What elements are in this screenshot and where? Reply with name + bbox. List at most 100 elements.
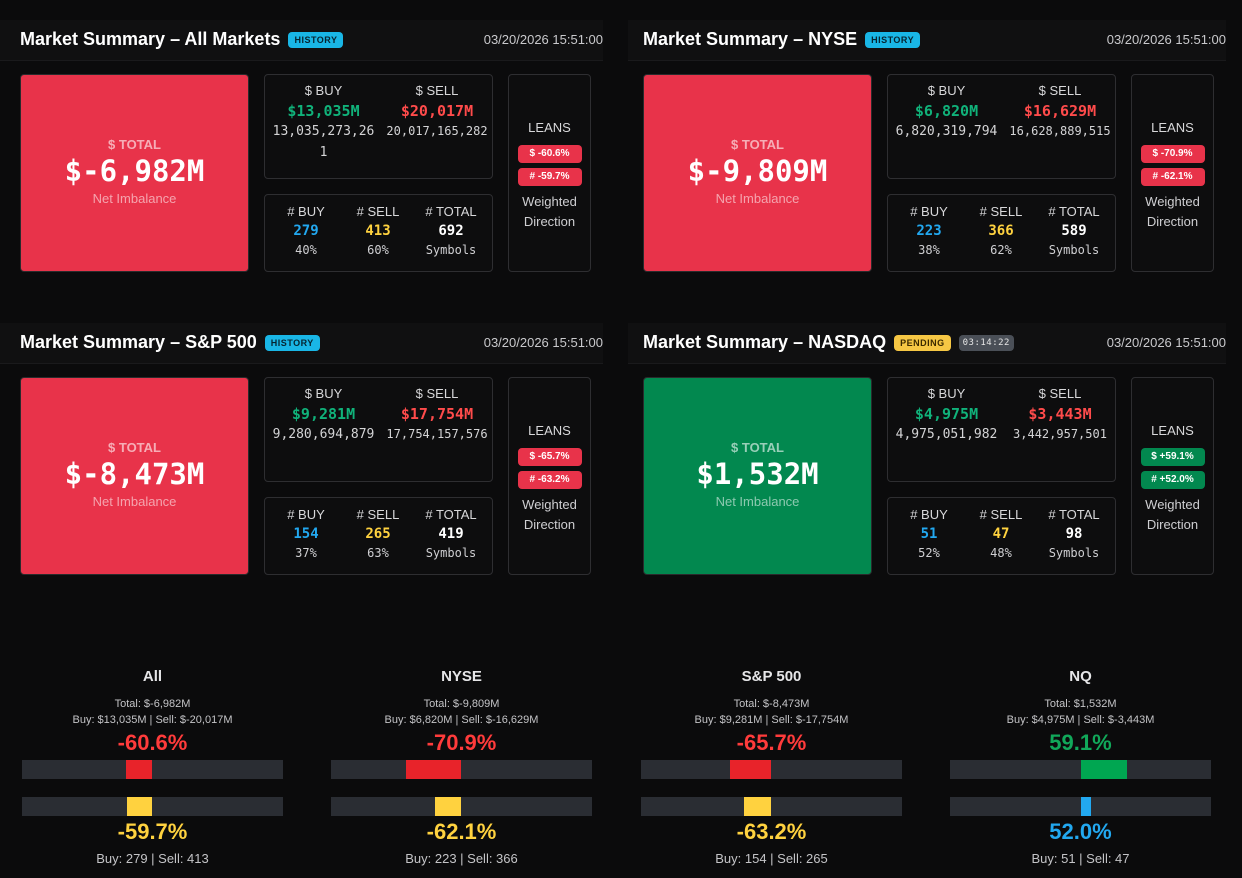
count-lean-fill [744, 797, 772, 816]
dollar-box: $ BUY $13,035M 13,035,273,261 $ SELL $20… [264, 74, 493, 179]
count-lean-pill: # +52.0% [1140, 471, 1205, 489]
dollar-sell-raw: 20,017,165,282 [386, 124, 488, 138]
summary-counts: Buy: 154 | Sell: 265 [715, 851, 828, 866]
dollar-box: $ BUY $6,820M 6,820,319,794 $ SELL $16,6… [887, 74, 1116, 179]
timestamp: 03/20/2026 15:51:00 [483, 32, 603, 47]
count-lean-fill [126, 797, 153, 816]
total-tile: $ TOTAL $-6,982M Net Imbalance [20, 74, 249, 272]
total-label: $ TOTAL [108, 440, 161, 455]
count-lean-bar [641, 797, 902, 816]
leans-box: LEANS $ -65.7% # -63.2% Weighted Directi… [508, 377, 591, 575]
summary-all: All Total: $-6,982M Buy: $13,035M | Sell… [22, 668, 283, 866]
count-buy-col: # BUY 279 40% [265, 204, 347, 257]
symbols-label: Symbols [425, 243, 477, 257]
total-tile: $ TOTAL $-9,809M Net Imbalance [643, 74, 872, 272]
summary-nyse: NYSE Total: $-9,809M Buy: $6,820M | Sell… [331, 668, 592, 866]
count-buy-value: 223 [916, 223, 942, 239]
dollar-lean-fill [125, 760, 153, 779]
dollar-lean-pill: $ -60.6% [517, 145, 582, 163]
leans-box: LEANS $ -60.6% # -59.7% Weighted Directi… [508, 74, 591, 272]
summary-sp500: S&P 500 Total: $-8,473M Buy: $9,281M | S… [641, 668, 902, 866]
count-buy-pct: 37% [295, 546, 317, 560]
panel-title-text: Market Summary – S&P 500 [20, 332, 257, 352]
count-total-label: # TOTAL [425, 204, 477, 219]
count-total-col: # TOTAL 692 Symbols [410, 204, 492, 257]
panel-title: Market Summary – S&P 500 HISTORY [20, 332, 320, 353]
dollar-sell-label: $ SELL [415, 83, 459, 98]
total-label: $ TOTAL [731, 137, 784, 152]
count-buy-label: # BUY [910, 204, 948, 219]
dollar-sell-label: $ SELL [1038, 83, 1082, 98]
count-sell-col: # SELL 47 48% [960, 507, 1042, 560]
dollar-sell-col: $ SELL $3,443M 3,442,957,501 [1005, 386, 1115, 444]
count-buy-pct: 38% [918, 243, 940, 257]
count-sell-value: 47 [992, 526, 1010, 542]
count-buy-value: 154 [293, 526, 319, 542]
count-buy-col: # BUY 154 37% [265, 507, 347, 560]
total-value: $1,532M [696, 457, 819, 491]
panel-title-text: Market Summary – NASDAQ [643, 332, 887, 352]
net-imbalance-label: Net Imbalance [715, 191, 800, 206]
panel-title-text: Market Summary – NYSE [643, 29, 858, 49]
summary-total: Total: $-9,809M [423, 698, 500, 710]
count-lean-pill: # -59.7% [517, 168, 582, 186]
total-tile: $ TOTAL $1,532M Net Imbalance [643, 377, 872, 575]
total-value: $-8,473M [64, 457, 205, 491]
count-total-col: # TOTAL 589 Symbols [1033, 204, 1115, 257]
dollar-lean-bar [22, 760, 283, 779]
count-sell-value: 265 [365, 526, 391, 542]
count-total-value: 98 [1065, 526, 1083, 542]
timestamp: 03/20/2026 15:51:00 [1106, 32, 1226, 47]
dollar-sell-label: $ SELL [415, 386, 459, 401]
dollar-lean-bar [950, 760, 1211, 779]
leans-label: LEANS [1151, 423, 1194, 438]
count-total-value: 692 [438, 223, 464, 239]
count-sell-pct: 48% [990, 546, 1012, 560]
dollar-sell-raw: 16,628,889,515 [1009, 124, 1111, 138]
count-total-value: 419 [438, 526, 464, 542]
leans-label: LEANS [528, 423, 571, 438]
weighted-direction-label: Weighted Direction [1145, 194, 1200, 229]
leans-box: LEANS $ -70.9% # -62.1% Weighted Directi… [1131, 74, 1214, 272]
summary-total: Total: $-6,982M [114, 698, 191, 710]
pending-badge[interactable]: PENDING [894, 334, 951, 351]
count-buy-value: 279 [293, 223, 319, 239]
count-total-value: 589 [1061, 223, 1087, 239]
history-badge[interactable]: HISTORY [264, 334, 320, 351]
count-lean-pill: # -62.1% [1140, 168, 1205, 186]
count-sell-label: # SELL [356, 204, 400, 219]
count-lean-bar [22, 797, 283, 816]
dollar-buy-value: $4,975M [914, 405, 979, 423]
count-sell-label: # SELL [979, 507, 1023, 522]
count-box: # BUY 51 52% # SELL 47 48% # TOTAL 98 Sy… [887, 497, 1116, 575]
history-badge[interactable]: HISTORY [865, 31, 921, 48]
dollar-sell-label: $ SELL [1038, 386, 1082, 401]
count-box: # BUY 154 37% # SELL 265 63% # TOTAL 419… [264, 497, 493, 575]
dollar-sell-raw: 3,442,957,501 [1013, 427, 1107, 441]
dollar-sell-value: $17,754M [400, 405, 474, 423]
summary-count-pct: 52.0% [1049, 819, 1112, 844]
countdown-timer: 03:14:22 [958, 334, 1014, 351]
dollar-buy-value: $6,820M [914, 102, 979, 120]
timestamp: 03/20/2026 15:51:00 [483, 335, 603, 350]
count-buy-col: # BUY 223 38% [888, 204, 970, 257]
net-imbalance-label: Net Imbalance [715, 494, 800, 509]
panel-sp500: Market Summary – S&P 500 HISTORY 03/20/2… [0, 323, 603, 593]
summary-dollar-pct: 59.1% [1049, 730, 1112, 755]
count-buy-value: 51 [920, 526, 938, 542]
dollar-lean-fill [730, 760, 772, 779]
history-badge[interactable]: HISTORY [288, 31, 344, 48]
dollar-sell-col: $ SELL $16,629M 16,628,889,515 [1005, 83, 1115, 141]
count-buy-label: # BUY [287, 507, 325, 522]
dollar-buy-col: $ BUY $4,975M 4,975,051,982 [888, 386, 1005, 445]
summary-nq: NQ Total: $1,532M Buy: $4,975M | Sell: $… [950, 668, 1211, 866]
dollar-buy-raw: 13,035,273,261 [272, 124, 375, 160]
symbols-label: Symbols [1048, 243, 1100, 257]
count-sell-pct: 62% [990, 243, 1012, 257]
count-buy-pct: 52% [918, 546, 940, 560]
count-lean-fill [1080, 797, 1091, 816]
dollar-box: $ BUY $4,975M 4,975,051,982 $ SELL $3,44… [887, 377, 1116, 482]
total-tile: $ TOTAL $-8,473M Net Imbalance [20, 377, 249, 575]
panel-title: Market Summary – NASDAQ PENDING 03:14:22 [643, 332, 1014, 353]
summary-name: NQ [1069, 668, 1092, 685]
